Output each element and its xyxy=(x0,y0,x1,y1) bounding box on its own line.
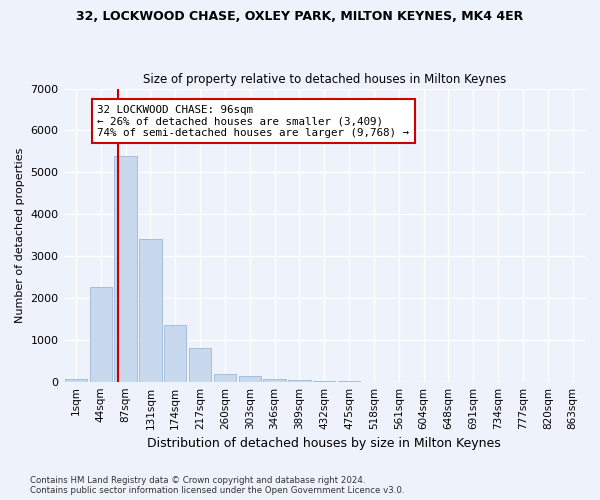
Title: Size of property relative to detached houses in Milton Keynes: Size of property relative to detached ho… xyxy=(143,73,506,86)
Y-axis label: Number of detached properties: Number of detached properties xyxy=(15,148,25,323)
Bar xyxy=(288,380,311,382)
Bar xyxy=(89,288,112,382)
Bar xyxy=(65,380,87,382)
Bar xyxy=(239,376,261,382)
Text: 32 LOCKWOOD CHASE: 96sqm
← 26% of detached houses are smaller (3,409)
74% of sem: 32 LOCKWOOD CHASE: 96sqm ← 26% of detach… xyxy=(97,104,409,138)
Text: 32, LOCKWOOD CHASE, OXLEY PARK, MILTON KEYNES, MK4 4ER: 32, LOCKWOOD CHASE, OXLEY PARK, MILTON K… xyxy=(76,10,524,23)
Bar xyxy=(189,348,211,382)
Bar xyxy=(139,240,161,382)
Bar xyxy=(214,374,236,382)
Bar xyxy=(115,156,137,382)
X-axis label: Distribution of detached houses by size in Milton Keynes: Distribution of detached houses by size … xyxy=(148,437,501,450)
Bar xyxy=(164,325,187,382)
Bar xyxy=(263,378,286,382)
Text: Contains HM Land Registry data © Crown copyright and database right 2024.
Contai: Contains HM Land Registry data © Crown c… xyxy=(30,476,404,495)
